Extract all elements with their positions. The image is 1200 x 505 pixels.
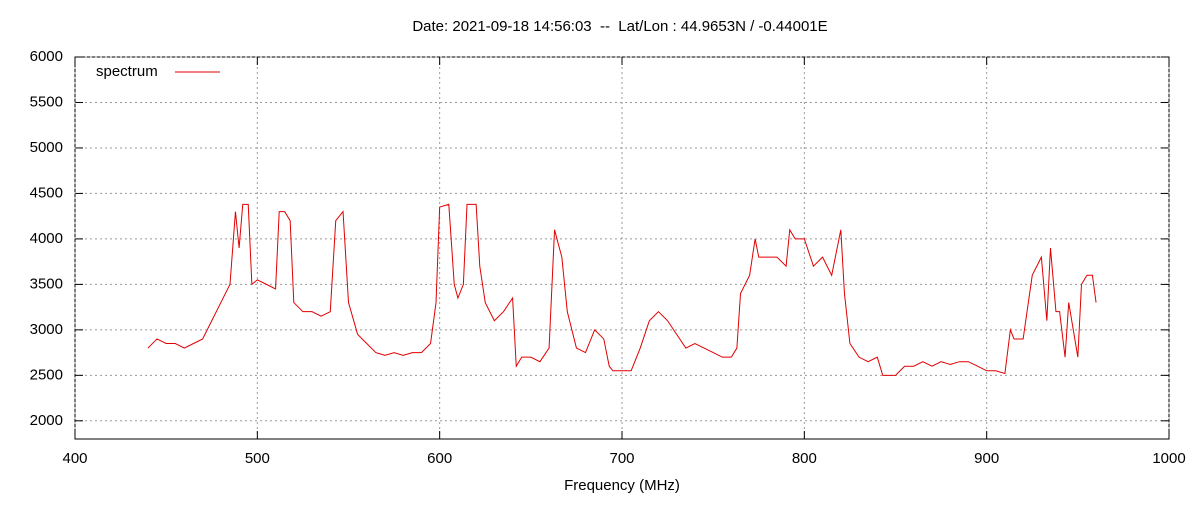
x-tick-label: 600	[427, 450, 452, 467]
x-tick-label: 900	[974, 450, 999, 467]
y-tick-label: 4000	[30, 230, 63, 247]
x-axis-label: Frequency (MHz)	[564, 477, 680, 494]
y-tick-label: 6000	[30, 48, 63, 65]
y-tick-label: 3500	[30, 275, 63, 292]
x-tick-label: 500	[245, 450, 270, 467]
line-series	[147, 203, 1097, 376]
y-tick-label: 3000	[30, 321, 63, 338]
y-tick-label: 4500	[30, 184, 63, 201]
x-tick-label: 400	[62, 450, 87, 467]
x-tick-label: 800	[792, 450, 817, 467]
x-tick-label: 1000	[1152, 450, 1185, 467]
x-tick-label: 700	[609, 450, 634, 467]
legend-label: spectrum	[96, 63, 158, 80]
y-tick-label: 2500	[30, 366, 63, 383]
y-tick-label: 5500	[30, 93, 63, 110]
y-tick-label: 2000	[30, 412, 63, 429]
chart-title: Date: 2021-09-18 14:56:03 -- Lat/Lon : 4…	[412, 18, 827, 35]
y-tick-label: 5000	[30, 139, 63, 156]
